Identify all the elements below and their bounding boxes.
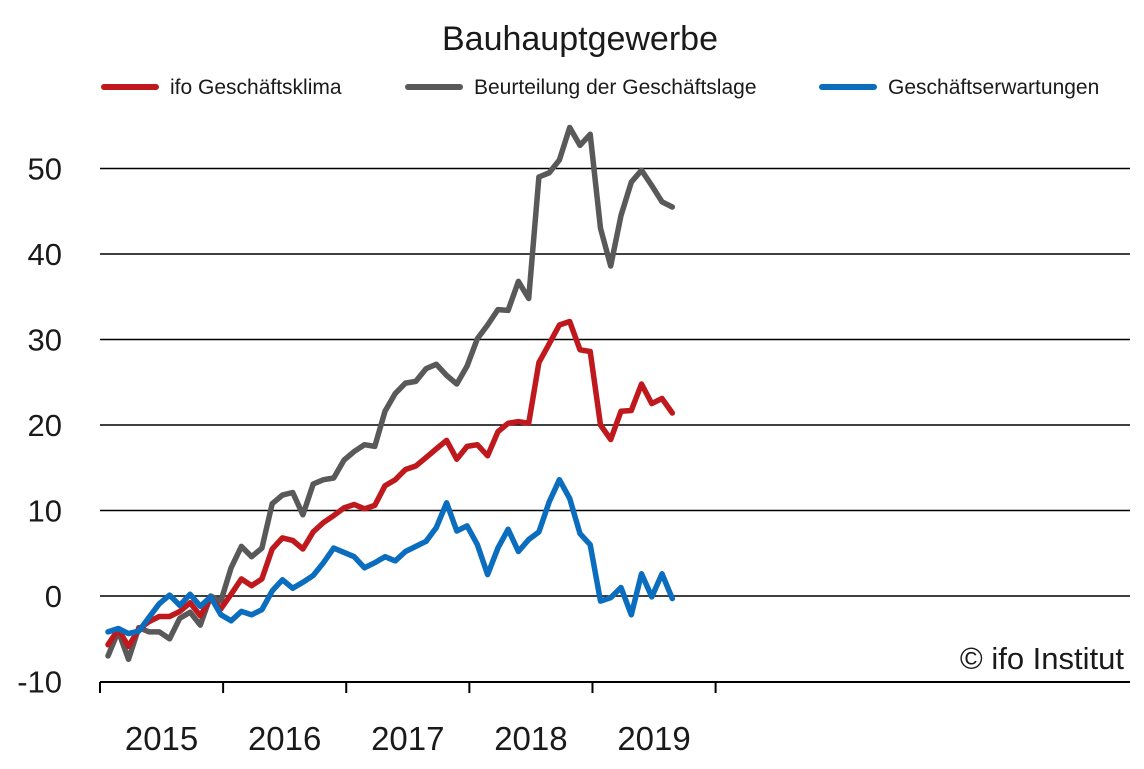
series-line-2 (105, 476, 676, 637)
y-tick-label: 10 (28, 494, 62, 529)
x-axis: 2015 2016 2017 2018 2019 (98, 681, 1130, 757)
y-tick-label: 30 (28, 323, 62, 358)
x-tick-label: 2019 (617, 720, 690, 757)
y-tick-label: 20 (28, 408, 62, 443)
legend-label: ifo Geschäftsklima (170, 76, 342, 99)
series-line-0 (105, 318, 676, 650)
x-tick-label: 2017 (371, 720, 444, 757)
legend: ifo Geschäftsklima Beurteilung der Geschä… (101, 76, 1099, 99)
series-line-1 (105, 124, 676, 663)
x-tick-label: 2018 (494, 720, 567, 757)
y-tick-label: 50 (28, 152, 62, 187)
chart-title: Bauhauptgewerbe (442, 20, 718, 58)
credit-label: © ifo Institut (960, 641, 1125, 676)
y-axis-ticks: 50 40 30 20 10 0 -10 (17, 152, 62, 700)
x-tick-label: 2016 (248, 720, 321, 757)
y-tick-label: -10 (17, 665, 62, 700)
series-layer (105, 124, 676, 663)
x-tick-label: 2015 (125, 720, 198, 757)
y-tick-label: 40 (28, 237, 62, 272)
legend-label: Beurteilung der Geschäftslage (474, 76, 757, 99)
legend-label: Geschäftserwartungen (888, 76, 1099, 99)
y-tick-label: 0 (45, 579, 62, 614)
